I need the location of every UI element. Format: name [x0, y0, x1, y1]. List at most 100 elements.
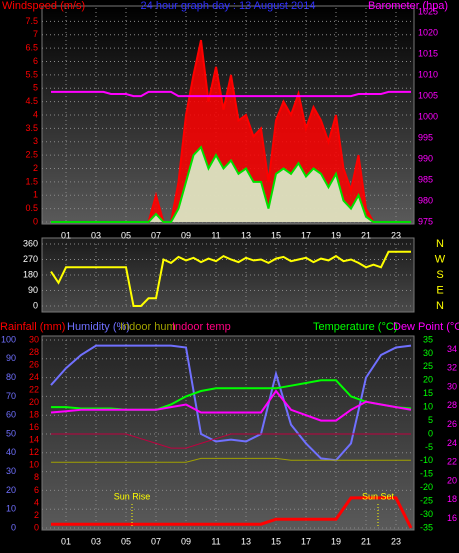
series-line: [51, 433, 411, 449]
x-tick-label: 17: [301, 230, 311, 240]
y4-tick-label: 34: [447, 344, 457, 354]
legend-entry: Indoor hum: [120, 321, 176, 333]
series-line: [51, 379, 412, 411]
y2-tick-label: 35: [423, 334, 433, 344]
panel-temperature: [41, 335, 415, 531]
y-axis-title: Windspeed (m/s): [2, 0, 85, 12]
y-tick-label: 2: [33, 163, 38, 173]
y-tick-label: 2.5: [25, 150, 38, 160]
y2-tick-label: 20: [423, 375, 433, 385]
y-tick-label: 3: [33, 136, 38, 146]
y-tick-label: 0: [33, 216, 38, 226]
y-tick-label: 90: [6, 353, 16, 363]
compass-label: W: [435, 253, 446, 265]
y-tick-label: 90: [28, 285, 38, 295]
compass-label: S: [436, 269, 443, 281]
y2-tick-label: -15: [420, 469, 433, 479]
y-tick-label: 360: [23, 238, 38, 248]
y2-tick-label: 1025: [418, 7, 438, 17]
legend-entry: Indoor temp: [172, 321, 231, 333]
y4-tick-label: 22: [447, 457, 457, 467]
x-tick-label: 11: [211, 536, 220, 546]
y2-tick-label: 25: [423, 361, 433, 371]
series-line: [50, 344, 412, 462]
y-tick-label: 70: [6, 391, 16, 401]
y2-tick-label: 975: [418, 216, 433, 226]
y-tick-label: 7: [33, 29, 38, 39]
y3-tick-label: 30: [29, 334, 39, 344]
legend-entry: Rainfall (mm): [0, 321, 65, 333]
x-tick-label: 17: [301, 536, 311, 546]
legend-entry: Temperature (°C): [313, 321, 397, 333]
y3-tick-label: 16: [29, 422, 39, 432]
y2-tick-label: 1015: [418, 49, 438, 59]
y-tick-label: 100: [1, 334, 16, 344]
y2-tick-label: 1005: [418, 90, 438, 100]
y4-tick-label: 28: [447, 400, 457, 410]
y-tick-label: 6: [33, 56, 38, 66]
y-tick-label: 0: [11, 522, 16, 532]
y3-tick-label: 26: [29, 359, 39, 369]
y2-tick-label: -10: [420, 455, 433, 465]
compass-label: N: [436, 238, 444, 250]
x-tick-label: 21: [361, 230, 371, 240]
y4-tick-label: 18: [447, 494, 457, 504]
x-tick-label: 07: [151, 230, 161, 240]
x-tick-label: 13: [241, 536, 251, 546]
y2-tick-label: 985: [418, 174, 433, 184]
x-tick-label: 07: [151, 536, 161, 546]
x-tick-label: 09: [181, 230, 191, 240]
y-tick-label: 0: [33, 300, 38, 310]
y2-tick-label: -35: [420, 522, 433, 532]
x-tick-label: 15: [271, 536, 281, 546]
y4-tick-label: 16: [447, 513, 457, 523]
y-tick-label: 50: [6, 428, 16, 438]
compass-label: E: [436, 284, 443, 296]
y-tick-label: 30: [6, 466, 16, 476]
y-tick-label: 5.5: [25, 69, 38, 79]
y-tick-label: 4.5: [25, 96, 38, 106]
y4-tick-label: 32: [447, 363, 457, 373]
y2-tick-label: -20: [420, 482, 433, 492]
x-tick-label: 11: [211, 230, 220, 240]
y2-tick-label: -30: [420, 509, 433, 519]
x-tick-label: 05: [121, 536, 131, 546]
series-line: [51, 496, 413, 529]
y2-tick-label: 15: [423, 388, 433, 398]
y-tick-label: 5: [33, 83, 38, 93]
y3-tick-label: 18: [29, 410, 39, 420]
y4-tick-label: 30: [447, 381, 457, 391]
y2-tick-label: 0: [428, 428, 433, 438]
y2-tick-label: 10: [423, 402, 433, 412]
y-tick-label: 4: [33, 109, 38, 119]
y2-tick-label: 995: [418, 132, 433, 142]
series-line: [51, 90, 411, 98]
y2-tick-label: 990: [418, 153, 433, 163]
y2-tick-label: 30: [423, 348, 433, 358]
x-tick-label: 09: [181, 536, 191, 546]
y4-tick-label: 20: [447, 475, 457, 485]
y-tick-label: 10: [6, 504, 16, 514]
y2-tick-label: -25: [420, 496, 433, 506]
x-tick-label: 23: [391, 230, 401, 240]
y-tick-label: 40: [6, 447, 16, 457]
chart-title: 24 hour graph day : 13 August 2014: [141, 0, 316, 12]
y3-tick-label: 4: [34, 497, 39, 507]
y4-tick-label: 26: [447, 419, 457, 429]
y2-axis-title: Barometer (hpa): [368, 0, 448, 12]
y-tick-label: 3.5: [25, 123, 38, 133]
y-tick-label: 60: [6, 410, 16, 420]
annotation: Sun Set: [362, 491, 395, 501]
compass-label: N: [436, 300, 444, 312]
y3-tick-label: 2: [34, 510, 39, 520]
x-tick-label: 01: [61, 536, 71, 546]
series-line: [50, 389, 412, 422]
y3-tick-label: 10: [29, 460, 39, 470]
y-tick-label: 6.5: [25, 43, 38, 53]
y-tick-label: 1.5: [25, 176, 38, 186]
x-tick-label: 15: [271, 230, 281, 240]
y-tick-label: 7.5: [25, 16, 38, 26]
x-tick-label: 01: [61, 230, 71, 240]
y-tick-label: 1: [33, 190, 38, 200]
